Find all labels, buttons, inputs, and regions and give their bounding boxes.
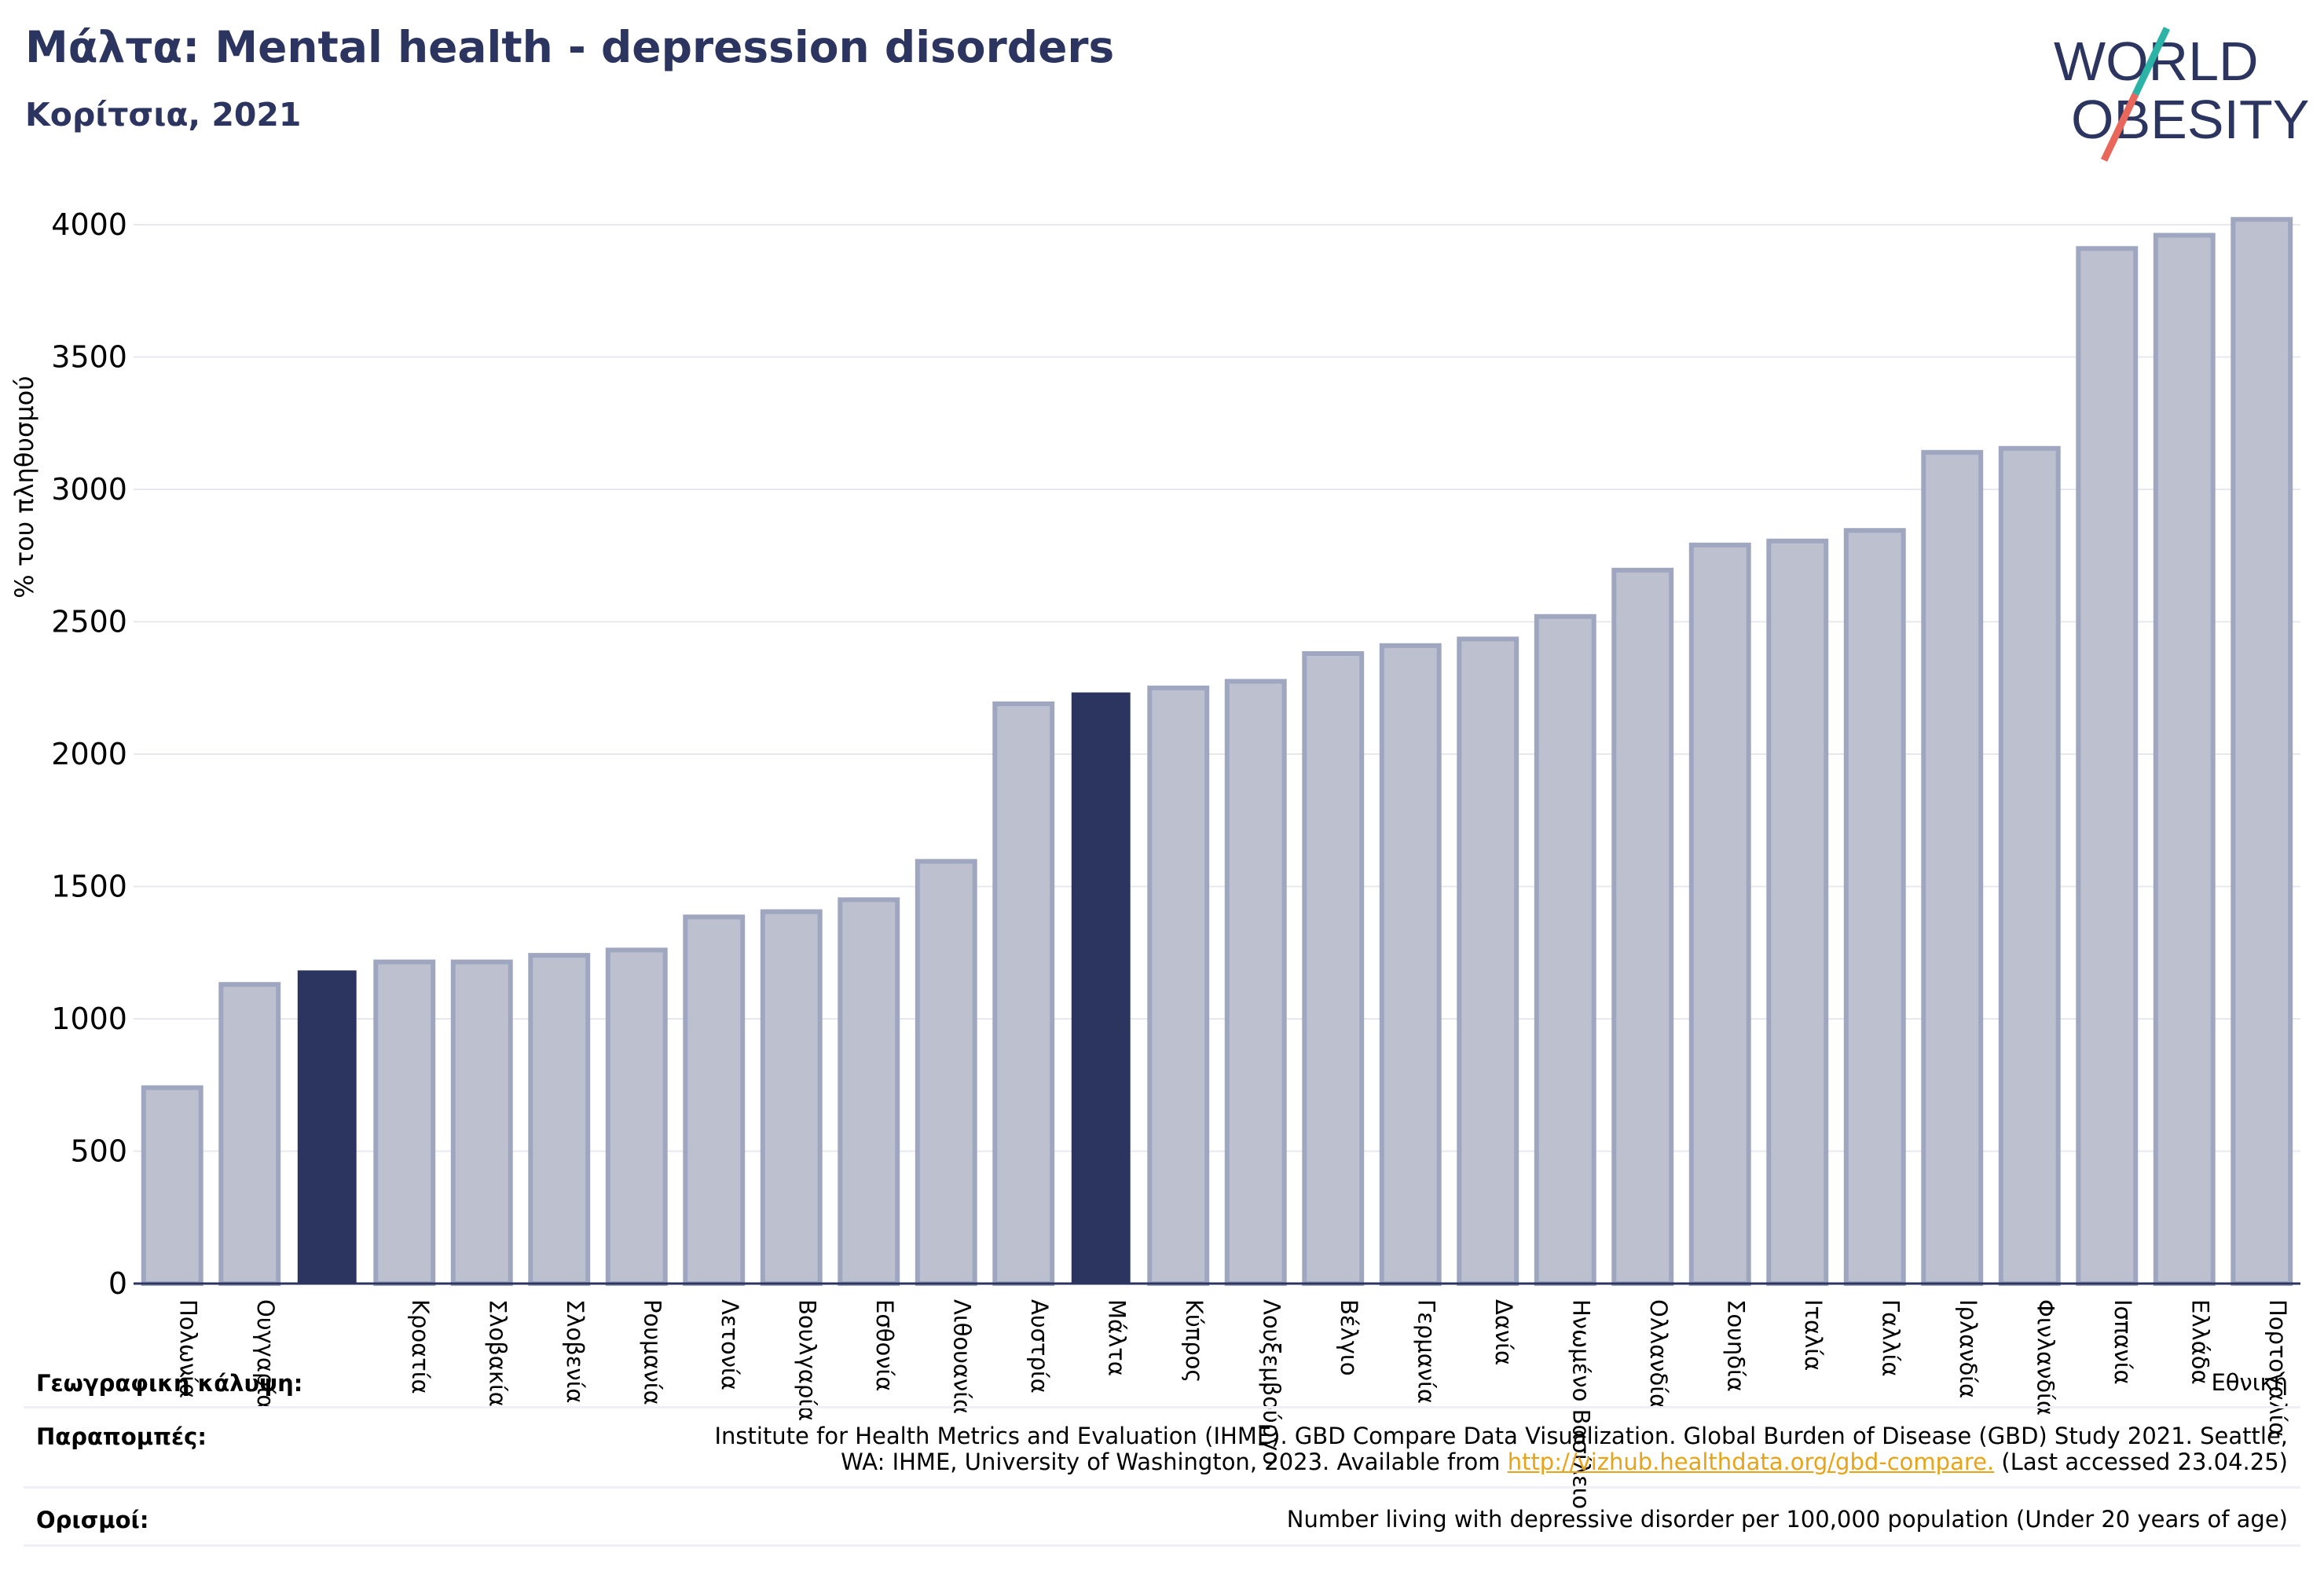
footer-row-references: Παραπομπές: Institute for Health Metrics… [24, 1408, 2300, 1489]
bar [992, 701, 1055, 1286]
y-tick-label: 3000 [51, 472, 127, 507]
bar [838, 897, 900, 1286]
references-label: Παραπομπές: [36, 1423, 207, 1450]
references-line2-post: (Last accessed 23.04.25) [1994, 1449, 2288, 1475]
bar [141, 1085, 203, 1286]
footer-row-definitions: Ορισμοί: Number living with depressive d… [24, 1488, 2300, 1547]
bar [218, 982, 281, 1286]
references-text: Institute for Health Metrics and Evaluat… [714, 1423, 2288, 1475]
x-tick-label: Λουξεμβούργο [1258, 1299, 1285, 1465]
bar [2076, 246, 2139, 1287]
bar [1224, 679, 1287, 1286]
x-tick-label: Ηνωμένο Βασίλειο [1567, 1299, 1594, 1509]
y-tick-label: 0 [108, 1266, 127, 1301]
x-tick-label: Ελλάδα [2187, 1299, 2213, 1385]
y-tick-label: 4000 [51, 207, 127, 242]
references-link[interactable]: http://vizhub.healthdata.org/gbd-compare… [1507, 1449, 1995, 1475]
x-tick-label: Ισπανία [2110, 1299, 2136, 1385]
coverage-value: Εθνική [2211, 1369, 2288, 1396]
x-tick-label: Αυστρία [1026, 1299, 1053, 1394]
x-tick-label: Πολωνία [174, 1299, 201, 1398]
bar [1921, 449, 1984, 1287]
bar [1379, 643, 1442, 1286]
bar [2153, 233, 2216, 1287]
bar [1071, 692, 1131, 1284]
bar [450, 959, 513, 1287]
chart-title: Μάλτα: Mental health - depression disord… [25, 22, 1115, 72]
bar [297, 970, 357, 1284]
x-tick-label: Μάλτα [1103, 1299, 1130, 1376]
chart-subtitle: Κορίτσια, 2021 [25, 96, 302, 134]
x-tick-label: Δανία [1490, 1299, 1517, 1365]
x-tick-label: Ιρλανδία [1955, 1299, 1981, 1398]
definitions-label: Ορισμοί: [36, 1507, 149, 1533]
y-tick-label: 500 [70, 1134, 127, 1169]
world-obesity-logo: WORLD OBESITY [2054, 27, 2309, 162]
bar [915, 859, 977, 1286]
definitions-value: Number living with depressive disorder p… [1286, 1506, 2288, 1533]
bar [1611, 567, 1674, 1286]
bar [760, 909, 823, 1286]
x-tick-label: Ιταλία [1800, 1299, 1827, 1371]
references-line2-pre: WA: IHME, University of Washington, 2023… [841, 1449, 1508, 1475]
bar [1998, 445, 2061, 1286]
x-tick-label: Σλοβακία [484, 1299, 511, 1407]
bar [605, 947, 668, 1286]
x-tick-label: Βέλγιο [1336, 1299, 1362, 1375]
x-tick-label: Σουηδία [1722, 1299, 1749, 1392]
coverage-label: Γεωγραφική κάλυψη: [36, 1370, 303, 1397]
bar [1302, 650, 1365, 1286]
x-tick-label: Ρουμανία [639, 1299, 665, 1405]
x-tick-label: Γαλλία [1877, 1299, 1904, 1377]
x-tick-label: Βουλγαρία [794, 1299, 820, 1421]
logo-line1: WORLD [2054, 31, 2259, 92]
x-tick-label: Γερμανία [1413, 1299, 1439, 1404]
x-tick-label: Φινλανδία [2032, 1299, 2058, 1416]
x-tick-label: Πορτογαλία [2264, 1299, 2291, 1438]
bar [2231, 217, 2293, 1286]
bar [1688, 542, 1751, 1286]
bar [1147, 685, 1210, 1286]
x-tick-label: Λιθουανία [948, 1299, 975, 1414]
bar [528, 953, 591, 1286]
y-tick-label: 2000 [51, 737, 127, 771]
bar [373, 959, 436, 1287]
y-tick-label: 2500 [51, 605, 127, 639]
references-line1: Institute for Health Metrics and Evaluat… [714, 1423, 2288, 1449]
y-tick-label: 1500 [51, 870, 127, 904]
y-axis-label: % του πληθυσμού [9, 375, 39, 599]
x-tick-label: Σλοβενία [562, 1299, 588, 1404]
y-tick-label: 3500 [51, 340, 127, 375]
x-tick-label: Λετονία [717, 1299, 743, 1390]
logo-slash-coral [2100, 93, 2139, 162]
references-line2: WA: IHME, University of Washington, 2023… [714, 1449, 2288, 1475]
bar [1457, 636, 1519, 1286]
bar [1534, 614, 1596, 1286]
x-tick-label: Ουγγαρία [252, 1299, 279, 1409]
bar [1843, 528, 1906, 1286]
x-tick-label: Κύπρος [1181, 1299, 1208, 1383]
bar [683, 914, 746, 1286]
x-tick-label: Ολλανδία [1645, 1299, 1672, 1408]
y-tick-label: 1000 [51, 1002, 127, 1036]
bar [1766, 538, 1829, 1286]
footer-row-coverage: Γεωγραφική κάλυψη: Εθνική [24, 1361, 2300, 1408]
x-tick-label: Κροατία [407, 1299, 434, 1394]
logo-slash-teal [2132, 27, 2171, 96]
x-tick-label: Εσθονία [871, 1299, 898, 1391]
